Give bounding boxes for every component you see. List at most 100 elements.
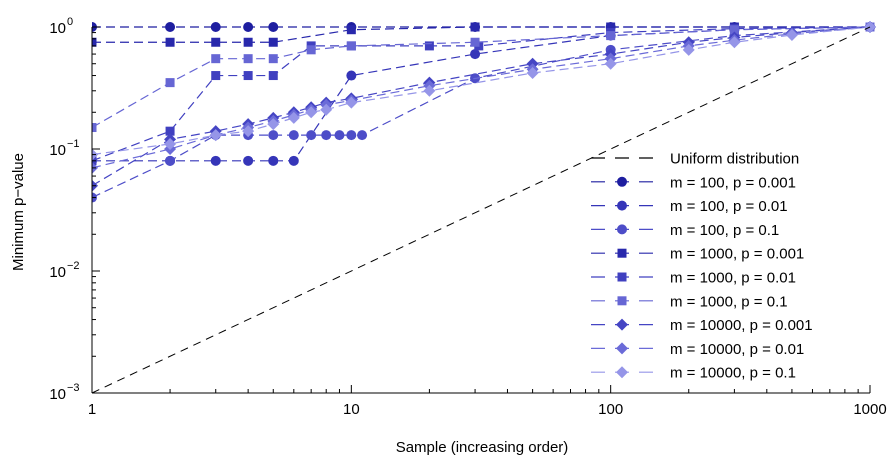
reference-layer: [91, 26, 871, 394]
data-point: [306, 45, 316, 55]
data-point: [526, 66, 539, 79]
data-point: [267, 118, 280, 131]
data-point: [334, 130, 345, 141]
data-point: [321, 130, 332, 141]
data-point: [243, 71, 253, 81]
data-point: [210, 155, 221, 166]
y-tick-exponent: −1: [67, 138, 80, 150]
data-point: [243, 54, 253, 64]
legend-entry-5: m = 1000, p = 0.01: [591, 270, 796, 287]
data-point: [211, 71, 221, 81]
data-point: [346, 41, 356, 51]
data-point: [288, 155, 299, 166]
legend-label: Uniform distribution: [670, 151, 799, 168]
data-point: [682, 43, 695, 56]
legend-entry-1: m = 100, p = 0.001: [591, 174, 796, 191]
legend-entry-uniform: Uniform distribution: [591, 151, 799, 168]
y-axis-label: Minimum p−value: [10, 153, 27, 271]
data-point: [165, 126, 175, 136]
legend-label: m = 1000, p = 0.001: [670, 246, 804, 263]
legend-label: m = 100, p = 0.01: [670, 198, 788, 215]
legend-marker: [617, 176, 627, 187]
data-point: [165, 78, 175, 88]
series-line: [92, 26, 870, 43]
data-point: [268, 155, 279, 166]
legend-label: m = 10000, p = 0.001: [670, 317, 813, 334]
y-tick-label: 10: [49, 386, 66, 403]
legend-marker: [616, 366, 628, 379]
data-point: [606, 31, 616, 41]
data-point: [243, 22, 254, 32]
data-point: [729, 25, 739, 35]
data-point: [357, 130, 368, 141]
data-point: [785, 28, 798, 41]
data-point: [305, 106, 318, 119]
data-point: [165, 37, 175, 47]
x-tick-label: 1000: [853, 401, 886, 418]
data-point: [606, 22, 616, 32]
legend-label: m = 10000, p = 0.01: [670, 341, 804, 358]
data-point: [243, 155, 254, 166]
data-point: [268, 54, 278, 64]
series-line: [92, 26, 871, 156]
data-point: [470, 22, 480, 32]
y-tick-exponent: 0: [67, 16, 73, 28]
legend-marker: [617, 296, 627, 306]
x-axis-label: Sample (increasing order): [396, 439, 569, 456]
series-line: [92, 26, 871, 199]
data-point: [320, 103, 333, 116]
y-tick-label: 10: [49, 142, 66, 159]
data-point: [268, 71, 278, 81]
legend-marker: [616, 318, 628, 331]
legend-entry-6: m = 1000, p = 0.1: [591, 293, 788, 310]
x-tick-label: 10: [343, 401, 360, 418]
data-point: [345, 96, 358, 109]
data-point: [243, 37, 253, 47]
legend-label: m = 100, p = 0.1: [670, 222, 779, 239]
data-point: [288, 130, 299, 141]
legend-marker: [616, 342, 628, 355]
legend-entry-8: m = 10000, p = 0.01: [591, 341, 804, 358]
legend-entry-4: m = 1000, p = 0.001: [591, 246, 804, 263]
data-point: [92, 37, 97, 47]
series-5: [92, 22, 875, 166]
legend-marker: [617, 224, 627, 235]
data-point: [268, 22, 279, 32]
data-point: [92, 123, 97, 133]
data-point: [728, 36, 741, 49]
data-point: [306, 130, 317, 141]
y-tick-label: 10: [49, 264, 66, 281]
legend-entry-2: m = 100, p = 0.01: [591, 198, 788, 215]
series-line: [92, 26, 871, 169]
legend-marker: [617, 200, 627, 211]
data-point: [287, 111, 300, 124]
data-point: [424, 41, 434, 51]
data-point: [242, 125, 255, 138]
data-point: [164, 137, 177, 150]
data-point: [604, 57, 617, 70]
data-point: [165, 22, 176, 32]
legend-label: m = 10000, p = 0.1: [670, 365, 796, 382]
data-point: [346, 25, 356, 35]
data-point: [211, 54, 221, 64]
uniform-reference-line: [91, 26, 871, 394]
data-point: [346, 70, 357, 81]
data-point: [423, 84, 436, 97]
data-point: [470, 49, 481, 60]
data-point: [211, 37, 221, 47]
data-point: [470, 37, 480, 47]
data-point: [210, 22, 221, 32]
legend-label: m = 100, p = 0.001: [670, 174, 796, 191]
x-tick-label: 100: [598, 401, 623, 418]
legend-entry-3: m = 100, p = 0.1: [591, 222, 779, 239]
series-9: [92, 21, 876, 161]
legend-label: m = 1000, p = 0.1: [670, 293, 788, 310]
y-tick-label: 10: [49, 20, 66, 37]
x-tick-label: 1: [88, 401, 96, 418]
y-tick-exponent: −3: [67, 382, 80, 394]
legend-marker: [617, 248, 627, 258]
legend-entry-7: m = 10000, p = 0.001: [591, 317, 813, 334]
data-point: [268, 37, 278, 47]
